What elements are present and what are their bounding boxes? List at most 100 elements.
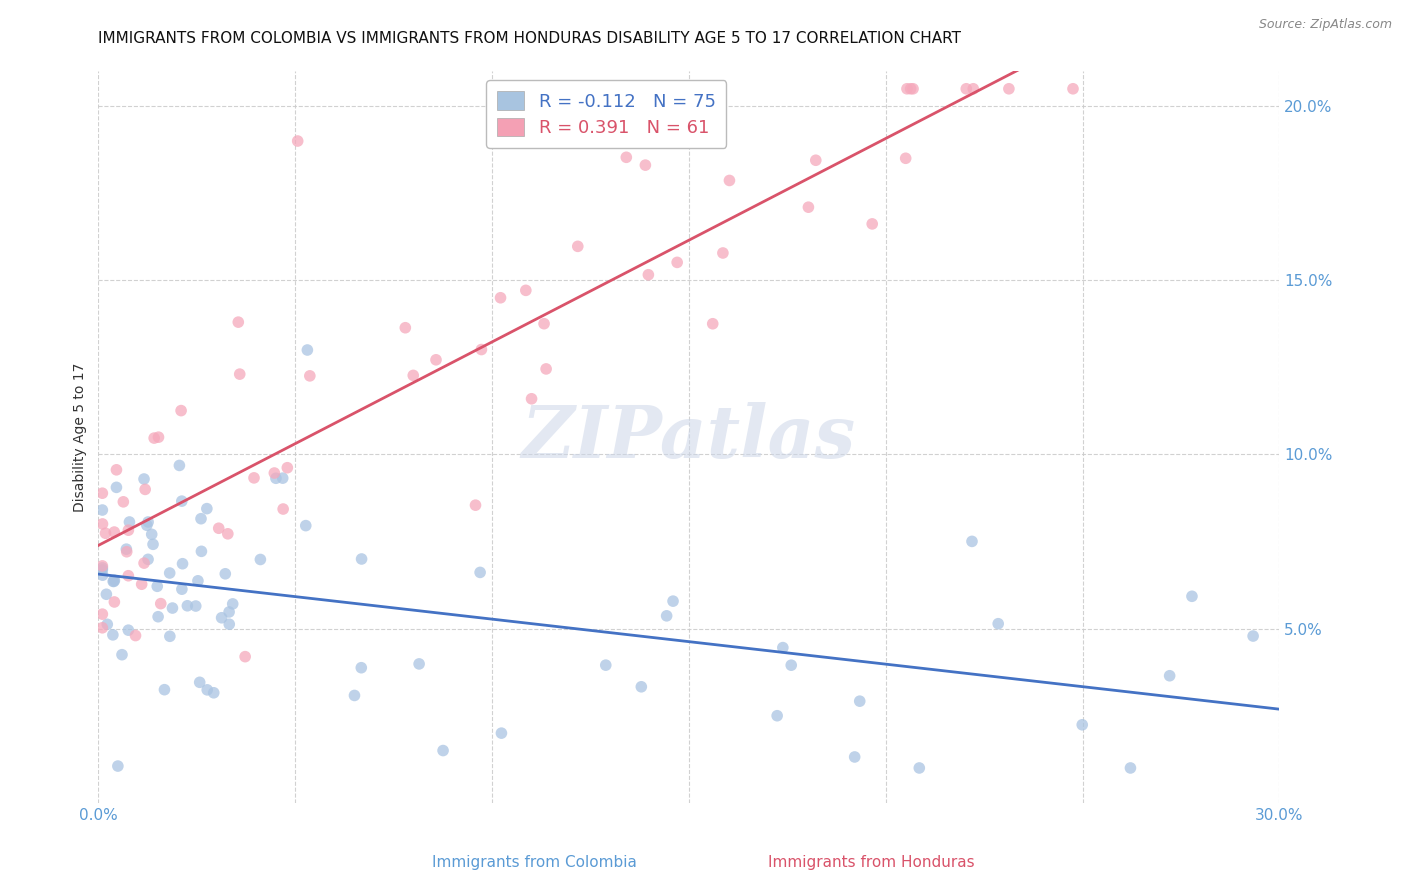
Point (534, 362, 557, 376)
Point (1062, 82, 1084, 96)
Point (96, 617, 118, 632)
Point (105, 463, 128, 477)
Point (402, 368, 425, 383)
Point (111, 648, 134, 662)
Point (464, 498, 486, 512)
Point (91, 503, 114, 517)
Point (222, 597, 245, 611)
Point (567, 239, 589, 253)
Point (520, 392, 543, 406)
Point (176, 599, 198, 613)
Point (91, 607, 114, 621)
Point (162, 601, 184, 615)
Point (107, 759, 129, 773)
Point (271, 471, 294, 485)
Point (962, 82, 984, 96)
Point (595, 658, 617, 673)
Point (1241, 629, 1264, 643)
Point (1119, 761, 1142, 775)
Point (848, 694, 870, 708)
Point (135, 518, 157, 533)
Point (217, 526, 239, 541)
Point (894, 151, 917, 165)
Point (350, 661, 373, 675)
Point (987, 616, 1010, 631)
Point (264, 471, 287, 485)
Legend: R = -0.112   N = 75, R = 0.391   N = 61: R = -0.112 N = 75, R = 0.391 N = 61 (486, 80, 727, 148)
Point (844, 750, 866, 764)
Point (187, 574, 209, 588)
Point (998, 82, 1021, 96)
Point (91, 621, 114, 635)
Point (960, 534, 983, 549)
Point (350, 552, 373, 566)
Point (243, 471, 266, 485)
Point (470, 343, 492, 357)
Point (425, 352, 447, 367)
Point (134, 483, 156, 497)
Point (132, 556, 155, 570)
Point (218, 605, 240, 619)
Point (896, 82, 918, 96)
Point (276, 460, 298, 475)
Point (117, 623, 139, 637)
Point (103, 524, 125, 539)
Point (103, 595, 125, 609)
Point (249, 552, 271, 566)
Point (766, 708, 789, 723)
Text: Immigrants from Honduras: Immigrants from Honduras (769, 855, 974, 870)
Point (146, 609, 169, 624)
Point (124, 629, 146, 643)
Point (271, 502, 294, 516)
Point (533, 317, 555, 331)
Point (148, 430, 170, 444)
Point (91, 558, 114, 573)
Point (91, 568, 114, 582)
Text: Immigrants from Colombia: Immigrants from Colombia (432, 855, 637, 870)
Text: IMMIGRANTS FROM COLOMBIA VS IMMIGRANTS FROM HONDURAS DISABILITY AGE 5 TO 17 CORR: IMMIGRANTS FROM COLOMBIA VS IMMIGRANTS F… (98, 31, 962, 46)
Point (662, 594, 685, 608)
Point (432, 743, 454, 757)
Point (149, 597, 172, 611)
Point (159, 566, 181, 580)
Point (159, 629, 181, 643)
Text: ZIPatlas: ZIPatlas (522, 401, 856, 473)
Point (804, 153, 827, 168)
Point (468, 566, 491, 580)
Point (169, 458, 191, 473)
Point (780, 658, 803, 673)
Point (1071, 718, 1094, 732)
Point (1181, 589, 1204, 603)
Point (489, 291, 512, 305)
Point (143, 431, 166, 445)
Point (91, 563, 114, 577)
Point (136, 552, 159, 566)
Point (115, 542, 138, 557)
Point (702, 317, 724, 331)
Point (146, 579, 169, 593)
Point (900, 82, 922, 96)
Point (226, 315, 249, 329)
Point (141, 527, 163, 541)
Point (901, 82, 924, 96)
Point (136, 515, 159, 529)
Point (297, 343, 319, 357)
Point (96, 587, 118, 601)
Point (797, 200, 820, 214)
Point (170, 494, 193, 508)
Point (118, 515, 141, 529)
Point (115, 545, 138, 559)
Point (218, 617, 240, 632)
Point (132, 472, 155, 486)
Point (211, 611, 233, 625)
Point (195, 501, 218, 516)
Point (208, 521, 231, 535)
Point (101, 574, 124, 589)
Point (515, 284, 537, 298)
Point (491, 726, 513, 740)
Text: Source: ZipAtlas.com: Source: ZipAtlas.com (1258, 18, 1392, 31)
Point (772, 640, 794, 655)
Point (117, 568, 139, 582)
Point (153, 682, 176, 697)
Point (287, 134, 309, 148)
